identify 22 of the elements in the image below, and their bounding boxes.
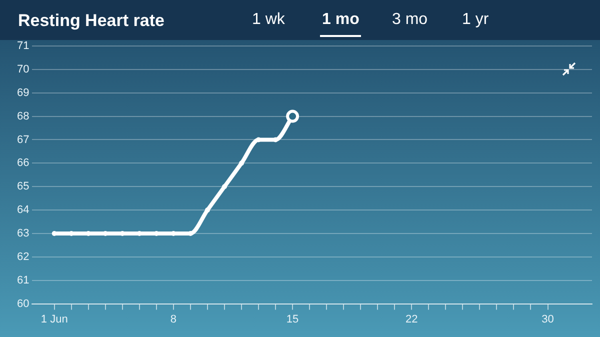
y-tick-label: 70	[16, 63, 30, 76]
text: 1 wk	[251, 11, 286, 30]
y-tick-label: 62	[16, 250, 30, 263]
text: 1 mo	[320, 11, 362, 37]
x-tick-label: 8	[170, 313, 177, 326]
x-tick-label: 22	[406, 313, 418, 326]
x-tick-label: 1 Jun	[40, 313, 68, 326]
y-tick-label: 66	[16, 157, 30, 170]
chart-title: Resting Heart rate	[18, 11, 164, 31]
y-tick-label: 69	[16, 86, 30, 99]
text: 3 mo	[391, 11, 429, 30]
y-tick-label: 67	[16, 134, 30, 146]
y-tick-label: 68	[16, 110, 30, 122]
y-tick-label: 71	[16, 40, 30, 52]
y-tick-label: 64	[16, 204, 30, 216]
y-tick-label: 63	[16, 228, 30, 240]
y-tick-label: 61	[16, 274, 30, 286]
y-tick-label: 65	[16, 180, 30, 193]
x-tick-label: 30	[542, 313, 554, 326]
y-tick-label: 60	[16, 298, 30, 310]
x-tick-label: 15	[286, 313, 299, 326]
text: 1 yr	[461, 11, 490, 30]
